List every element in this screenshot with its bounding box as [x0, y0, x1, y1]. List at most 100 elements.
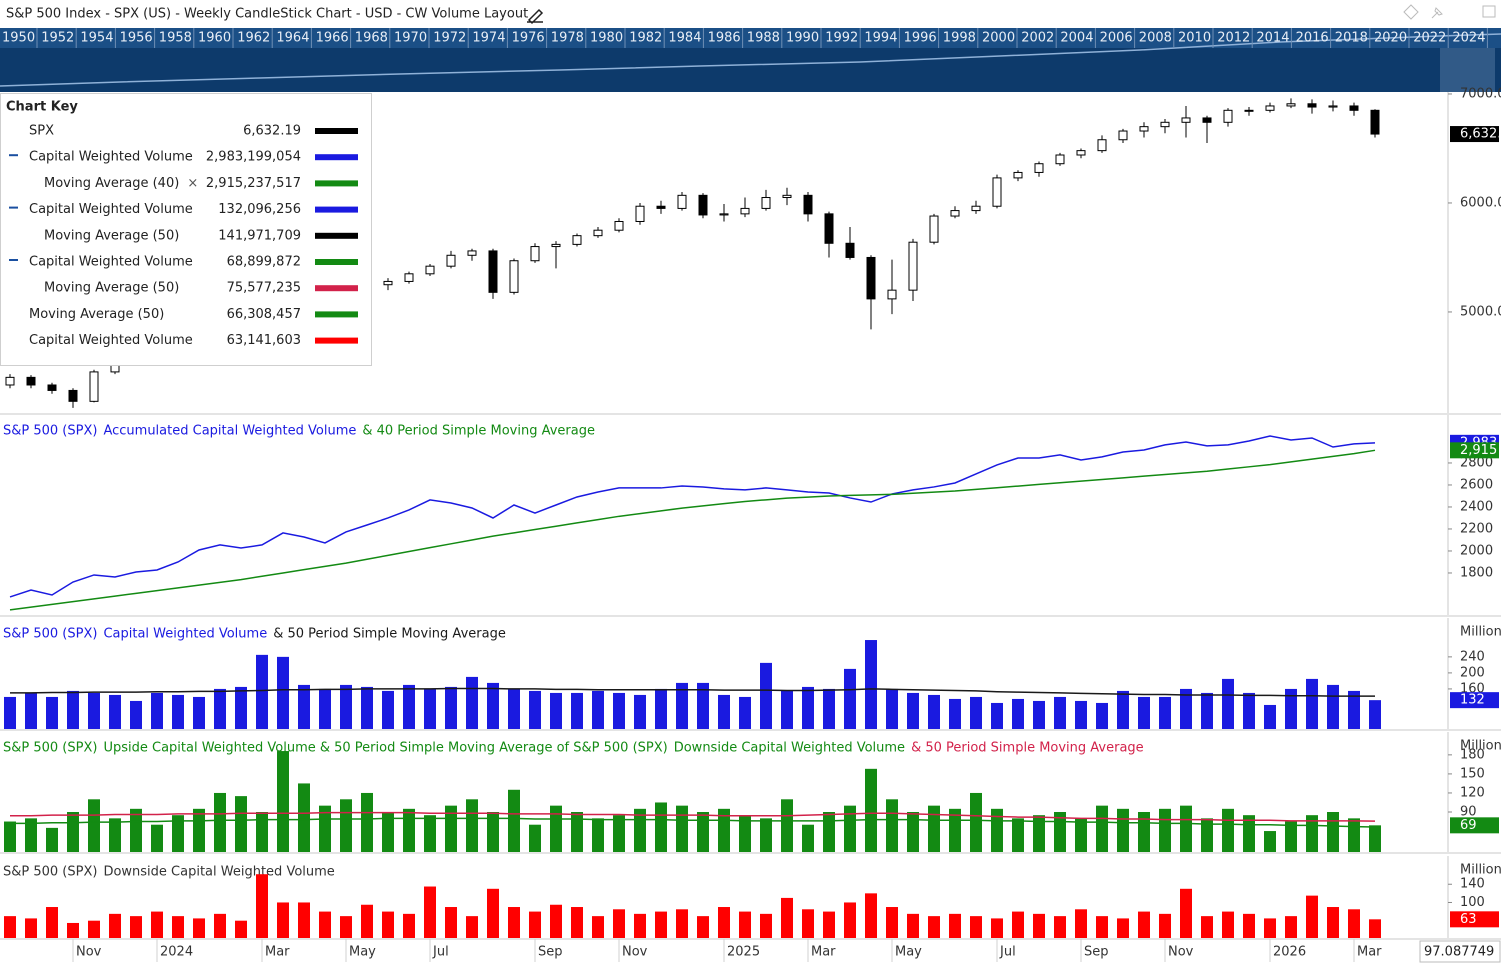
candle-body — [635, 205, 645, 222]
bar — [802, 824, 814, 852]
overview-year: 1984 — [668, 31, 701, 46]
candle-body — [47, 384, 57, 391]
zoom-box[interactable] — [1419, 940, 1501, 963]
bar — [298, 684, 310, 729]
bar — [319, 911, 331, 938]
bar — [1348, 690, 1360, 729]
bar — [613, 909, 625, 938]
bar — [1348, 818, 1360, 852]
chart-key-swatch — [315, 337, 358, 344]
bar — [760, 662, 772, 729]
bar — [991, 702, 1003, 729]
bar — [823, 688, 835, 729]
bar — [214, 913, 226, 938]
bar — [403, 684, 415, 729]
bar — [1222, 911, 1234, 938]
overview-year: 1956 — [120, 31, 153, 46]
bar — [1075, 818, 1087, 852]
bar — [865, 768, 877, 852]
chart-key-label: Capital Weighted Volume — [29, 202, 193, 217]
overview-handle[interactable] — [1440, 48, 1495, 92]
bar — [1306, 895, 1318, 938]
bar — [1138, 911, 1150, 938]
bar — [928, 805, 940, 852]
bar — [802, 686, 814, 729]
overview-year: 2014 — [1256, 31, 1289, 46]
bar — [1243, 692, 1255, 729]
bar — [25, 818, 37, 852]
bar — [277, 902, 289, 938]
chart-key-label: Moving Average (40) — [44, 176, 179, 191]
x-tick-label: 2026 — [1273, 945, 1306, 960]
edit-icon[interactable] — [527, 8, 544, 25]
bar — [865, 640, 877, 729]
bar — [1180, 688, 1192, 729]
bar — [67, 690, 79, 729]
pin-icon[interactable] — [1431, 7, 1443, 19]
last-value-box — [1450, 692, 1499, 709]
line-series — [9, 449, 1376, 611]
panel-title: S&P 500 (SPX) — [3, 627, 97, 642]
bar — [739, 815, 751, 852]
candle-body — [950, 210, 960, 217]
bar — [25, 918, 37, 938]
candle-body — [1265, 105, 1275, 111]
bar — [1075, 700, 1087, 729]
overview-year: 1982 — [629, 31, 662, 46]
bar — [886, 688, 898, 729]
overview-year: 1998 — [943, 31, 976, 46]
diamond-icon[interactable] — [1403, 4, 1419, 20]
x-tick-label: Jul — [999, 945, 1016, 960]
bar — [718, 907, 730, 938]
chart-key-swatch — [315, 180, 358, 187]
bar — [151, 824, 163, 852]
chart-key-label: Moving Average (50) — [44, 228, 179, 243]
chart-key-swatch — [315, 232, 358, 239]
candle-body — [1349, 105, 1359, 111]
window-icon[interactable] — [1482, 5, 1496, 18]
bar — [424, 815, 436, 852]
line-series — [10, 811, 1376, 822]
bar — [844, 668, 856, 729]
bar — [4, 696, 16, 729]
bar — [1096, 916, 1108, 938]
bar — [697, 682, 709, 729]
bar — [403, 913, 415, 938]
chart-key-box — [0, 93, 372, 366]
x-tick-label: Jul — [432, 945, 449, 960]
y-tick-label: 150 — [1460, 766, 1485, 781]
bar — [823, 911, 835, 938]
bar — [550, 904, 562, 938]
bar — [1222, 678, 1234, 729]
bar — [529, 911, 541, 938]
candle-body — [677, 194, 687, 209]
y-tick-label: 2800 — [1460, 455, 1493, 470]
bar — [298, 783, 310, 852]
bar — [466, 799, 478, 852]
chart-key-label: Capital Weighted Volume — [29, 255, 193, 270]
x-tick-label: 2025 — [727, 945, 760, 960]
last-value-label: 2,915 — [1460, 443, 1497, 458]
overview-year: 2000 — [982, 31, 1015, 46]
candle-body — [740, 207, 750, 215]
bar — [46, 907, 58, 938]
bar — [4, 916, 16, 938]
bar — [1306, 678, 1318, 729]
overview-year: 1980 — [590, 31, 623, 46]
bar — [592, 818, 604, 852]
panel-title: Capital Weighted Volume — [103, 627, 267, 642]
candle-body — [425, 265, 435, 275]
chart-key-value: 6,632.19 — [243, 124, 301, 139]
bar — [928, 694, 940, 729]
candle-body — [467, 250, 477, 256]
zoom-value[interactable]: 97.087749 — [1424, 945, 1494, 960]
bar — [382, 690, 394, 729]
bar — [214, 688, 226, 729]
bar — [1201, 916, 1213, 938]
bar — [487, 888, 499, 938]
bar — [235, 920, 247, 938]
overview-year: 2006 — [1100, 31, 1133, 46]
candle-body — [1076, 150, 1086, 156]
chart-key-label: Capital Weighted Volume — [29, 150, 193, 165]
